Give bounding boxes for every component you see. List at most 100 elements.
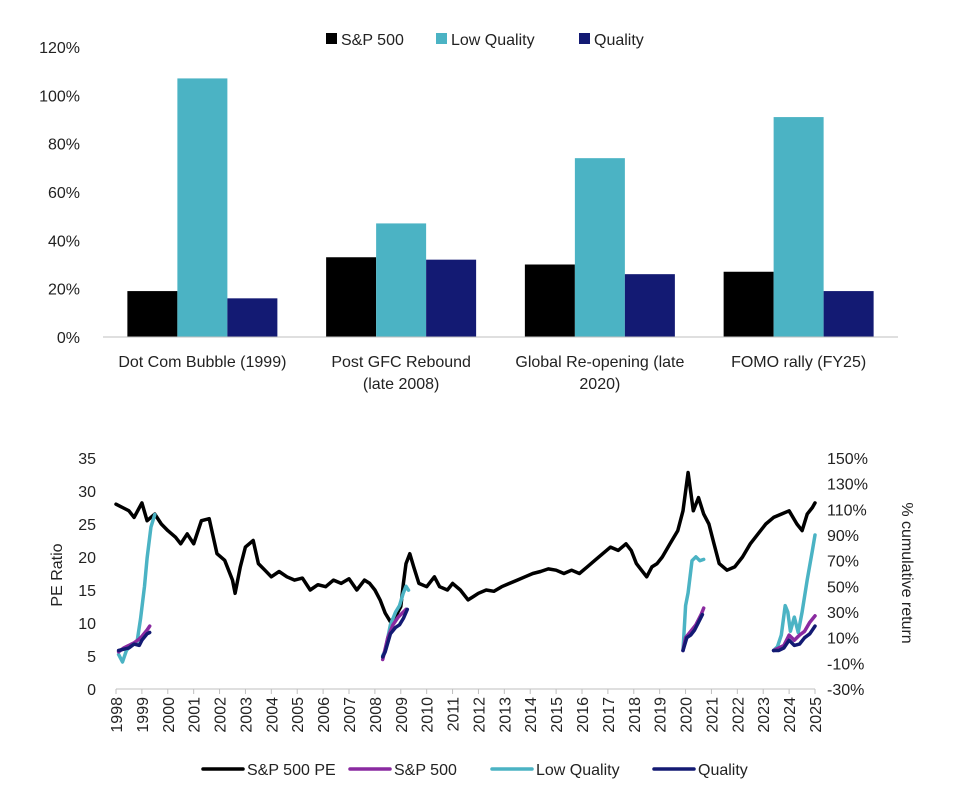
- left-y-tick-label: 0: [87, 682, 96, 699]
- x-tick-label: 2004: [264, 697, 281, 733]
- left-axis-title: PE Ratio: [49, 543, 66, 606]
- x-tick-label: 2023: [756, 697, 773, 733]
- series-line-quality: [116, 630, 152, 653]
- x-tick-label: 2006: [316, 697, 333, 733]
- bar-chart-bars: [127, 78, 874, 338]
- bar-category-label: Global Re-opening (late: [515, 354, 684, 371]
- legend-label: S&P 500: [341, 32, 404, 49]
- line-chart-right-axis: -30% -10% 10% 30% 50% 70% 90% 110% 130% 150% % cum…: [827, 451, 915, 699]
- bar: [426, 259, 477, 337]
- bar: [376, 223, 427, 337]
- bar-y-tick-label: 40%: [48, 233, 80, 250]
- bar-category-label: 2020): [579, 376, 620, 393]
- bar: [326, 257, 377, 337]
- bar-chart-y-axis: 0% 20% 40% 60% 80% 100% 120%: [39, 40, 80, 347]
- bar-y-tick-label: 0%: [57, 330, 80, 347]
- left-y-tick-label: 30: [78, 484, 96, 501]
- x-tick-label: 2003: [238, 697, 255, 733]
- right-y-tick-label: 150%: [827, 451, 868, 468]
- bar: [723, 271, 774, 337]
- x-tick-label: 2008: [368, 697, 385, 733]
- bar-y-tick-label: 20%: [48, 282, 80, 299]
- bar-chart-legend: S&P 500 Low Quality Quality: [326, 32, 644, 49]
- left-y-tick-label: 5: [87, 649, 96, 666]
- x-tick-label: 1998: [109, 697, 126, 733]
- right-y-tick-label: 70%: [827, 554, 859, 571]
- right-axis-title: % cumulative return: [898, 502, 915, 643]
- series-line-s-p-500-pe: [114, 470, 817, 624]
- x-tick-label: 2011: [446, 697, 463, 732]
- x-tick-label: 2005: [290, 697, 307, 733]
- bar: [773, 117, 824, 337]
- x-tick-label: 2014: [523, 697, 540, 733]
- x-tick-label: 2001: [187, 697, 204, 733]
- right-y-tick-label: 130%: [827, 477, 868, 494]
- legend-label: Quality: [698, 762, 748, 779]
- legend-label: Quality: [594, 32, 644, 49]
- right-y-tick-label: 110%: [827, 502, 867, 519]
- line-chart-left-axis: 0 5 10 15 20 25 30 35 PE Ratio: [49, 451, 96, 699]
- x-tick-label: 1999: [135, 697, 152, 733]
- series-line-quality: [771, 624, 817, 653]
- bar: [177, 78, 228, 338]
- bar: [127, 291, 178, 337]
- right-y-tick-label: 30%: [827, 605, 859, 622]
- legend-swatch: [326, 33, 337, 44]
- legend-label: Low Quality: [536, 762, 620, 779]
- series-line-low-quality: [116, 512, 157, 664]
- series-line-low-quality: [771, 533, 817, 653]
- bar-category-label: Post GFC Rebound: [331, 354, 471, 371]
- bar-category-label: (late 2008): [363, 376, 440, 393]
- x-tick-label: 2025: [808, 697, 825, 733]
- bar: [823, 291, 874, 337]
- bar-chart-categories: Dot Com Bubble (1999) Post GFC Rebound (la…: [118, 354, 866, 393]
- bar-y-tick-label: 80%: [48, 137, 80, 154]
- x-tick-label: 2010: [420, 697, 437, 733]
- x-tick-label: 2021: [704, 697, 721, 733]
- left-y-tick-label: 20: [78, 550, 96, 567]
- legend-label: S&P 500: [394, 762, 457, 779]
- x-tick-label: 2012: [471, 697, 488, 733]
- right-y-tick-label: 90%: [827, 528, 859, 545]
- bar-chart: S&P 500 Low Quality Quality 0% 20% 40% 60% 80%…: [39, 32, 898, 393]
- right-y-tick-label: 50%: [827, 579, 859, 596]
- line-chart-series: [114, 470, 817, 664]
- left-y-tick-label: 10: [78, 616, 96, 633]
- bar-category-label: Dot Com Bubble (1999): [118, 354, 286, 371]
- series-line-s-p-500: [771, 614, 817, 653]
- bar: [574, 158, 625, 337]
- x-tick-label: 2022: [730, 697, 747, 733]
- x-tick-label: 2018: [627, 697, 644, 733]
- x-tick-label: 2017: [601, 697, 618, 733]
- x-tick-label: 2024: [782, 697, 799, 733]
- x-tick-label: 2020: [679, 697, 696, 733]
- x-tick-label: 2000: [161, 697, 178, 733]
- line-chart-x-axis: 1998 1999 2000 2001 2002 2003 2004 2005 2006 2007…: [109, 688, 825, 733]
- series-line-quality: [681, 612, 705, 653]
- x-tick-label: 2019: [653, 697, 670, 733]
- bar-y-tick-label: 60%: [48, 185, 80, 202]
- legend-swatch: [436, 33, 447, 44]
- x-tick-label: 2009: [394, 697, 411, 733]
- x-tick-label: 2015: [549, 697, 566, 733]
- right-y-tick-label: -10%: [827, 656, 864, 673]
- right-y-tick-label: 10%: [827, 631, 859, 648]
- bar-y-tick-label: 100%: [39, 88, 80, 105]
- line-chart-legend: S&P 500 PE S&P 500 Low Quality Quality: [201, 762, 748, 779]
- x-tick-label: 2002: [213, 697, 230, 733]
- left-y-tick-label: 15: [78, 583, 96, 600]
- x-tick-label: 2007: [342, 697, 359, 733]
- series-line-low-quality: [681, 555, 706, 653]
- bar: [524, 264, 575, 337]
- bar: [624, 274, 675, 337]
- legend-label: S&P 500 PE: [247, 762, 336, 779]
- x-tick-label: 2016: [575, 697, 592, 733]
- left-y-tick-label: 25: [78, 517, 96, 534]
- legend-swatch: [579, 33, 590, 44]
- legend-label: Low Quality: [451, 32, 535, 49]
- bar-y-tick-label: 120%: [39, 40, 80, 57]
- series-line-quality: [380, 607, 410, 659]
